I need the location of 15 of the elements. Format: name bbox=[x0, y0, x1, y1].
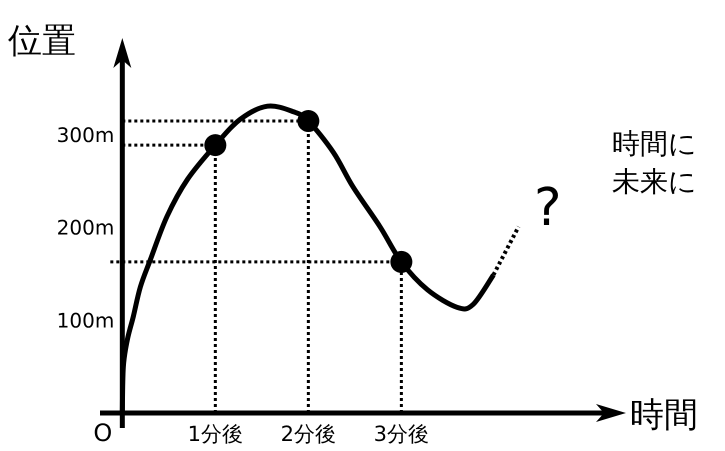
x-tick-label: 3分後 bbox=[374, 422, 430, 446]
y-tick-label: 300m bbox=[56, 122, 114, 147]
y-tick-label: 100m bbox=[56, 308, 114, 332]
x-axis-title: 時間 bbox=[630, 395, 698, 435]
text: 未来に bbox=[612, 165, 697, 198]
y-tick-label: 200m bbox=[56, 216, 114, 240]
text: 時間に bbox=[612, 127, 697, 160]
point bbox=[297, 110, 320, 132]
annotation: ? bbox=[534, 178, 562, 238]
point bbox=[390, 250, 412, 273]
annotation: O bbox=[93, 419, 112, 447]
y-axis-title: 位置 bbox=[8, 21, 76, 61]
x-tick-label: 2分後 bbox=[280, 422, 336, 446]
point bbox=[204, 134, 226, 156]
x-tick-label: 1分後 bbox=[188, 422, 244, 446]
